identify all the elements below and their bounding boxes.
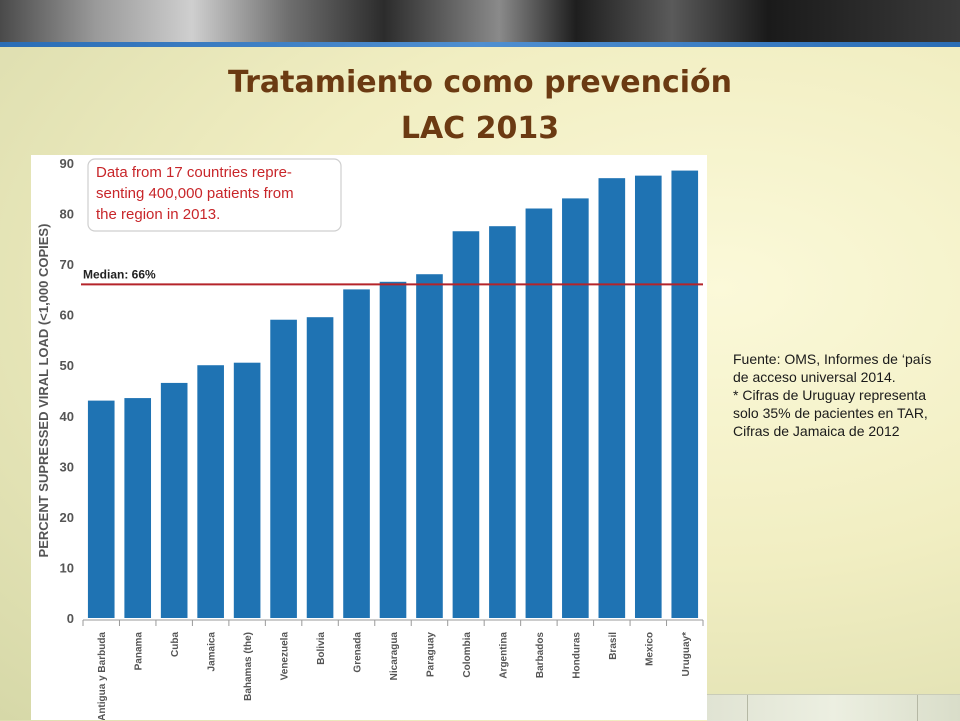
x-tick-label: Bahamas (the): [243, 632, 254, 701]
x-tick-label: Antigua y Barbuda: [97, 632, 108, 720]
x-tick-label: Colombia: [462, 632, 473, 678]
bar: [452, 231, 480, 618]
bar: [160, 382, 188, 618]
bar: [671, 170, 699, 619]
x-tick-label: Paraguay: [425, 632, 436, 677]
bar: [87, 400, 115, 618]
bar: [306, 317, 334, 618]
y-tick-label: 80: [60, 207, 74, 222]
x-tick-label: Brasil: [608, 632, 619, 660]
bar-chart: PERCENT SUPRESSED VIRAL LOAD (<1,000 COP…: [36, 156, 704, 720]
bar: [634, 175, 662, 618]
source-note-line-2: * Cifras de Uruguay representa solo 35% …: [733, 387, 928, 439]
y-tick-label: 70: [60, 257, 74, 272]
annotation-line: Data from 17 countries repre-: [96, 164, 292, 181]
x-tick-label: Bolivia: [316, 632, 327, 665]
bar: [525, 208, 553, 618]
annotation-line: the region in 2013.: [96, 206, 220, 223]
bar: [343, 289, 370, 618]
bar: [416, 274, 443, 618]
y-tick-label: 20: [60, 510, 74, 525]
median-label: Median: 66%: [83, 267, 156, 281]
x-tick-label: Argentina: [498, 632, 509, 679]
strip-divider: [747, 695, 748, 721]
y-tick-label: 10: [60, 560, 74, 575]
x-tick-label: Nicaragua: [389, 632, 400, 681]
y-tick-label: 60: [60, 308, 74, 323]
bar: [379, 281, 407, 618]
title-line-1: Tratamiento como prevención: [227, 65, 733, 100]
y-tick-label: 40: [60, 409, 74, 424]
bottom-decorative-strip: [707, 694, 960, 721]
header-banner-image: [0, 0, 960, 42]
x-tick-label: Panama: [134, 632, 145, 671]
x-tick-label: Uruguay*: [681, 632, 692, 677]
y-tick-label: 90: [60, 156, 74, 171]
bar: [197, 365, 224, 618]
x-tick-label: Barbados: [535, 632, 546, 679]
annotation-box: [87, 158, 342, 232]
x-tick-label: Honduras: [571, 632, 582, 679]
strip-divider: [917, 695, 918, 721]
y-tick-label: 0: [67, 611, 74, 626]
annotation-text: Data from 17 countries repre-senting 400…: [96, 164, 294, 223]
title-line-2: LAC 2013: [400, 111, 560, 146]
slide-title: Tratamiento como prevención LAC 2013: [0, 60, 960, 152]
y-tick-label: 50: [60, 358, 74, 373]
bar: [489, 226, 516, 618]
bar-chart-panel: PERCENT SUPRESSED VIRAL LOAD (<1,000 COP…: [31, 155, 707, 720]
x-tick-label: Cuba: [170, 632, 181, 657]
x-tick-label: Venezuela: [280, 632, 291, 681]
header-accent-stripe: [0, 42, 960, 47]
source-note-line-1: Fuente: OMS, Informes de ‘país de acceso…: [733, 351, 932, 385]
y-tick-label: 30: [60, 459, 74, 474]
annotation-line: senting 400,000 patients from: [96, 185, 294, 202]
bar: [124, 398, 152, 618]
bar: [598, 178, 626, 618]
y-axis-title: PERCENT SUPRESSED VIRAL LOAD (<1,000 COP…: [36, 224, 51, 558]
bar: [233, 362, 261, 618]
bar: [562, 198, 589, 618]
x-tick-label: Mexico: [644, 632, 655, 666]
x-tick-label: Jamaica: [207, 632, 218, 672]
source-note: Fuente: OMS, Informes de ‘país de acceso…: [733, 350, 943, 440]
bar: [270, 319, 297, 618]
x-tick-label: Grenada: [353, 632, 364, 673]
